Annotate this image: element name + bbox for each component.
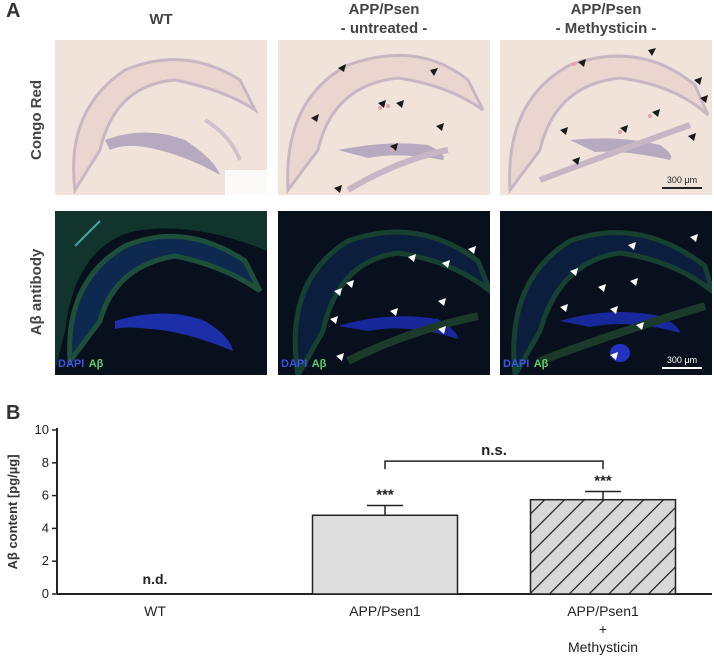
y-tick-label: 6 — [42, 488, 49, 503]
y-tick-label: 2 — [42, 553, 49, 568]
congo-red-image-wt — [55, 40, 267, 195]
channel-legend: DAPI Aβ — [281, 354, 326, 372]
x-tick-label: APP/Psen1 — [567, 603, 639, 619]
panel-b-letter: B — [6, 402, 21, 424]
value-label: *** — [376, 486, 394, 503]
column-title-wt: WT — [55, 10, 267, 29]
channel-legend: DAPI Aβ — [503, 354, 548, 372]
y-tick-label: 8 — [42, 455, 49, 470]
panel-a-letter: A — [6, 0, 21, 22]
hippocampus-drawing — [286, 53, 485, 195]
bar — [529, 498, 677, 595]
x-tick-label: + — [599, 621, 607, 637]
scale-bar-label: 300 μm — [666, 175, 698, 185]
abeta-image-methysticin: DAPI Aβ 300 μm — [500, 211, 712, 375]
scale-bar — [662, 187, 702, 189]
dapi-label: DAPI — [58, 358, 85, 370]
scale-bar-label: 300 μm — [666, 355, 698, 365]
row-label-abeta-antibody: Aβ antibody — [28, 248, 45, 336]
dapi-label: DAPI — [281, 358, 308, 370]
value-label: n.d. — [143, 571, 168, 587]
abeta-image-wt: DAPI Aβ — [55, 211, 267, 375]
column-title-line: - Methysticin - — [555, 20, 657, 37]
congo-red-image-untreated — [278, 40, 490, 195]
column-title-line: WT — [149, 11, 173, 28]
abeta-label: Aβ — [533, 358, 549, 370]
abeta-label: Aβ — [311, 358, 327, 370]
y-axis-label: Aβ content [pg/µg] — [5, 454, 20, 569]
dapi-label: DAPI — [503, 358, 530, 370]
y-tick-label: 10 — [35, 422, 49, 437]
scale-bar — [662, 367, 702, 369]
column-title-line: APP/Psen — [570, 1, 642, 18]
hippocampus-fluorescence — [511, 230, 712, 375]
abeta-label: Aβ — [88, 358, 104, 370]
column-title-line: APP/Psen — [348, 1, 420, 18]
x-tick-label: APP/Psen1 — [349, 603, 421, 619]
column-title-line: - untreated - — [340, 20, 428, 37]
y-tick-label: 4 — [42, 520, 49, 535]
hippocampus-drawing — [72, 58, 267, 195]
significance-bracket — [384, 460, 604, 470]
abeta-content-bar-chart: 0 2 4 6 8 10 Aβ content [pg/µg] n.d. WT *** APP/Ps… — [5, 422, 712, 655]
abeta-image-untreated: DAPI Aβ — [278, 211, 490, 375]
hippocampus-drawing — [508, 48, 710, 195]
y-tick-label: 0 — [42, 586, 49, 601]
row-label-congo-red: Congo Red — [28, 80, 45, 160]
x-tick-label: WT — [144, 603, 166, 619]
hippocampus-fluorescence — [292, 229, 490, 375]
hippocampus-fluorescence — [55, 211, 267, 371]
column-title-untreated: APP/Psen - untreated - — [278, 0, 490, 38]
channel-legend: DAPI Aβ — [58, 354, 103, 372]
x-tick-label: Methysticin — [568, 639, 638, 655]
bar — [311, 514, 459, 595]
congo-red-image-methysticin: 300 μm — [500, 40, 712, 195]
significance-label: n.s. — [481, 442, 507, 459]
value-label: *** — [594, 473, 612, 490]
column-title-methysticin: APP/Psen - Methysticin - — [500, 0, 712, 38]
